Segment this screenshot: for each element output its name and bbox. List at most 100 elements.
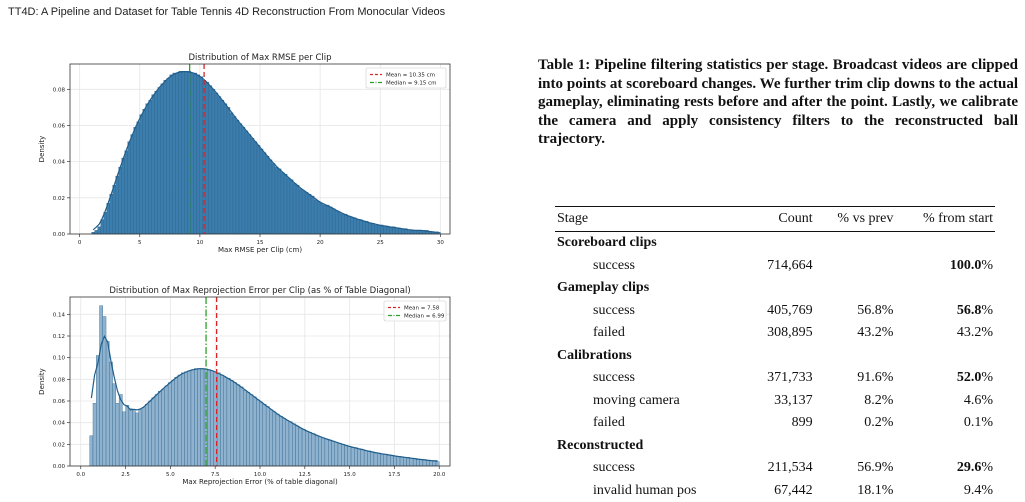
histogram-bar [323, 205, 326, 234]
histogram-bar [137, 122, 140, 234]
histogram-bar [361, 450, 364, 466]
row-label: success [555, 255, 748, 278]
y-tick-label: 0.10 [53, 356, 66, 362]
histogram-bar [129, 409, 132, 466]
histogram-bar [335, 210, 338, 234]
y-tick-label: 0.08 [53, 377, 66, 383]
histogram-bar [247, 392, 250, 466]
x-tick-label: 17.5 [388, 472, 401, 478]
histogram-bar [429, 461, 432, 466]
table-row: success 405,769 56.8% 56.8% [555, 300, 995, 323]
histogram-bar [289, 422, 292, 466]
histogram-bar [142, 408, 145, 467]
histogram-bar [296, 185, 299, 234]
histogram-bar [335, 442, 338, 466]
histogram-bar [325, 439, 328, 466]
histogram-bar [398, 229, 401, 234]
row-vs-prev: 18.1% [815, 480, 896, 502]
histogram-bar [131, 135, 134, 234]
x-tick-label: 25 [377, 240, 384, 246]
running-header: TT4D: A Pipeline and Dataset for Table T… [8, 6, 445, 18]
histogram-bar [367, 451, 370, 466]
histogram-bar [296, 426, 299, 466]
histogram-bar [98, 227, 101, 234]
histogram-bar [338, 443, 341, 466]
histogram-bar [275, 167, 278, 234]
histogram-bar [305, 192, 308, 234]
histogram-bar [237, 385, 240, 466]
table-caption: Table 1: Pipeline filtering statistics p… [538, 56, 1018, 149]
histogram-bar [397, 456, 400, 466]
histogram-bar [263, 153, 266, 234]
histogram-bar [394, 456, 397, 466]
histogram-bar [371, 452, 374, 466]
group-label: Scoreboard clips [555, 232, 995, 255]
histogram-bar [329, 207, 332, 234]
histogram-bar [410, 230, 413, 234]
histogram-bar [90, 436, 93, 466]
row-vs-prev: 56.8% [815, 300, 896, 323]
histogram-bar [173, 73, 176, 234]
y-tick-label: 0.04 [53, 421, 66, 427]
histogram-bar [119, 395, 122, 467]
histogram-bar [407, 457, 410, 466]
y-axis-label: Density [38, 368, 46, 395]
histogram-bar [395, 229, 398, 234]
histogram-bar [365, 221, 368, 234]
histogram-bar [239, 124, 242, 234]
histogram-bar [146, 104, 149, 234]
histogram-bar [368, 223, 371, 234]
histogram-bar [358, 449, 361, 466]
histogram-bar [386, 227, 389, 234]
y-tick-label: 0.12 [53, 334, 65, 340]
histogram-bar [158, 391, 161, 466]
histogram-bar [351, 448, 354, 466]
histogram-bar [338, 212, 341, 234]
histogram-bar [341, 444, 344, 466]
histogram-bar [242, 127, 245, 234]
histogram-bar [353, 218, 356, 234]
histogram-bar [139, 410, 142, 466]
histogram-bar [284, 174, 287, 234]
y-tick-label: 0.00 [53, 232, 66, 238]
histogram-bar [371, 223, 374, 234]
histogram-bar [207, 370, 210, 466]
y-tick-label: 0.02 [53, 196, 65, 202]
y-tick-label: 0.14 [53, 312, 66, 318]
group-label: Calibrations [555, 345, 995, 368]
histogram-bar [221, 100, 224, 234]
histogram-bar [416, 460, 419, 467]
legend-mean-label: Mean = 10.35 cm [386, 73, 435, 79]
histogram-bar [158, 88, 161, 234]
table-row: moving camera 33,137 8.2% 4.6% [555, 390, 995, 413]
histogram-bar [217, 373, 220, 466]
histogram-bar [181, 373, 184, 466]
histogram-bar [188, 371, 191, 466]
histogram-bar [362, 221, 365, 234]
histogram-bar [269, 160, 272, 234]
histogram-bar [380, 454, 383, 466]
x-tick-label: 0.0 [76, 472, 85, 478]
histogram-bar [290, 180, 293, 234]
histogram-bar [281, 173, 284, 234]
legend-median-label: Median = 9.15 cm [386, 81, 437, 87]
y-tick-label: 0.04 [53, 160, 66, 166]
histogram-bar [109, 362, 112, 466]
histogram-bar [387, 455, 390, 466]
histogram-bar [194, 369, 197, 467]
histogram-bar [302, 429, 305, 466]
row-label: success [555, 457, 748, 480]
histogram-bar [170, 75, 173, 234]
histogram-bar [348, 447, 351, 467]
histogram-bar [122, 412, 125, 466]
histogram-bar [436, 462, 439, 466]
histogram-bar [106, 341, 109, 466]
histogram-bar [227, 378, 230, 466]
histogram-bar [332, 209, 335, 234]
histogram-bar [233, 116, 236, 234]
row-label: failed [555, 322, 748, 345]
table-row: failed 899 0.2% 0.1% [555, 412, 995, 435]
histogram-bar [113, 185, 116, 234]
histogram-bar [320, 203, 323, 234]
histogram-bar [143, 109, 146, 234]
